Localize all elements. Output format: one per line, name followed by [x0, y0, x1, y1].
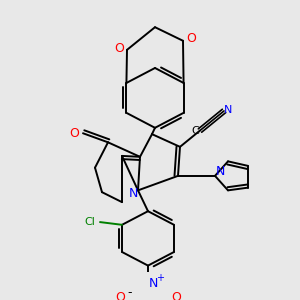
- Text: O: O: [186, 32, 196, 46]
- Text: N: N: [224, 105, 232, 115]
- Text: O: O: [69, 127, 79, 140]
- Text: O: O: [114, 41, 124, 55]
- Text: N: N: [128, 187, 138, 200]
- Text: -: -: [128, 286, 132, 299]
- Text: Cl: Cl: [85, 217, 95, 227]
- Text: O: O: [171, 291, 181, 300]
- Text: N: N: [215, 165, 225, 178]
- Text: N: N: [148, 277, 158, 290]
- Text: C: C: [191, 125, 199, 136]
- Text: O: O: [115, 291, 125, 300]
- Text: +: +: [156, 273, 164, 283]
